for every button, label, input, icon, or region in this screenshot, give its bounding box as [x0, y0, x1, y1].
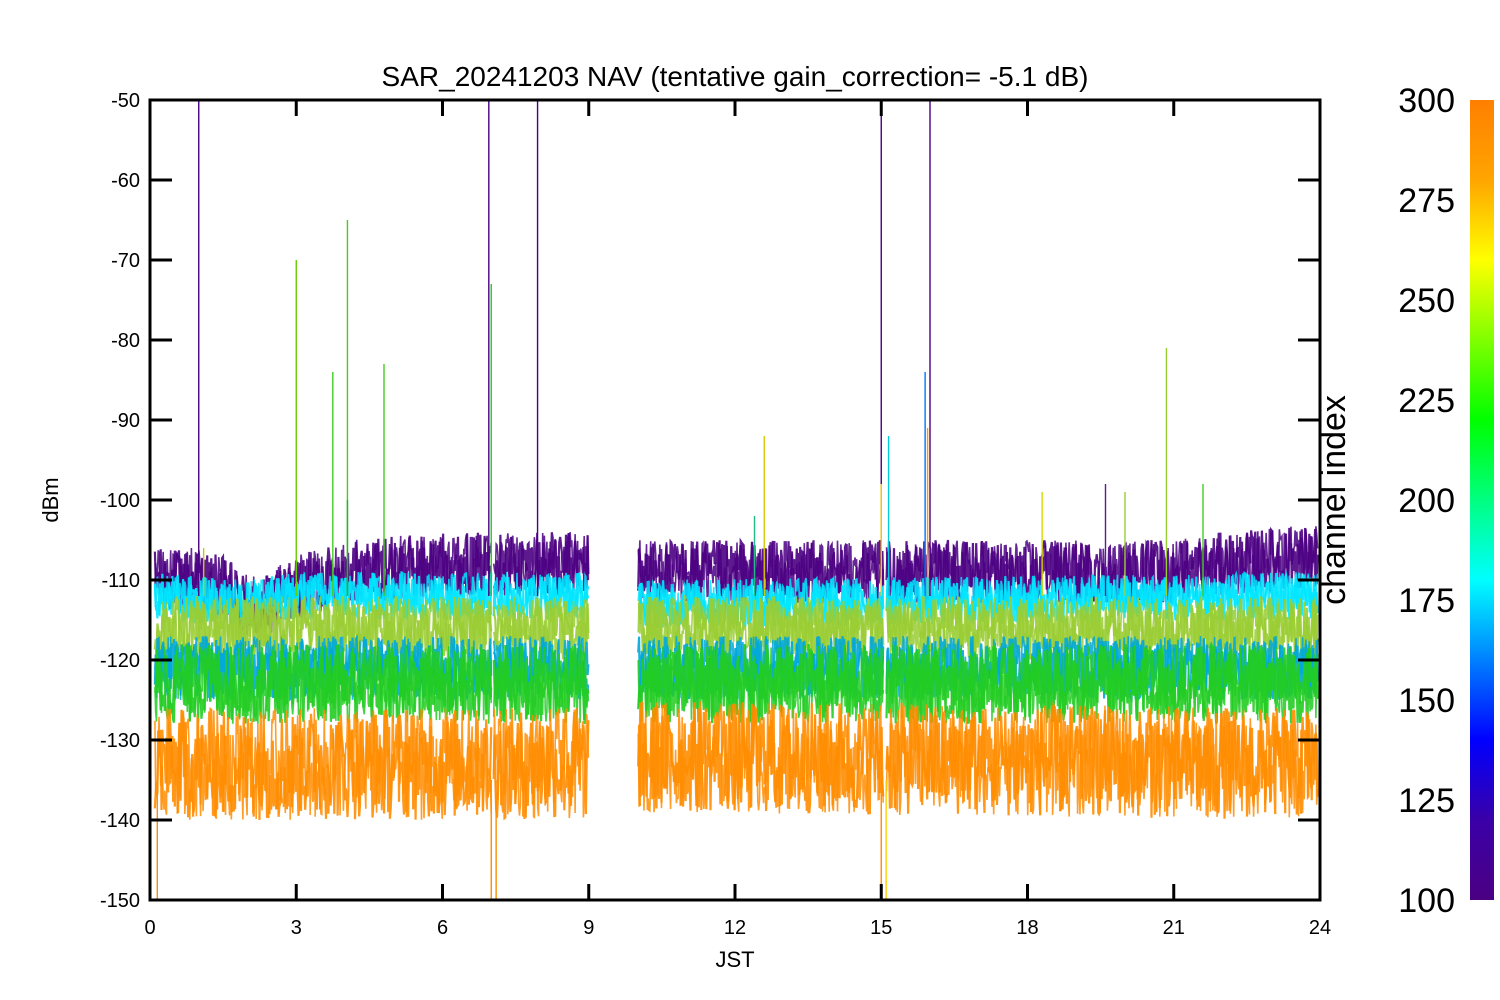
y-tick-label-4: -90	[111, 410, 140, 432]
x-tick-label-1: 3	[291, 917, 302, 939]
y-tick-label-8: -130	[100, 730, 140, 752]
x-tick-label-6: 18	[1016, 917, 1038, 939]
y-tick-label-1: -60	[111, 170, 140, 192]
colorbar-tick-label-5: 175	[1398, 582, 1455, 620]
colorbar: 300 275 250 225 200 175 150 125 100	[1398, 82, 1494, 920]
y-tick-label-2: -70	[111, 250, 140, 272]
series-line-240	[153, 595, 1319, 665]
chart-title: SAR_20241203 NAV (tentative gain_correct…	[382, 61, 1089, 92]
x-tick-label-3: 9	[583, 917, 594, 939]
x-tick-label-5: 15	[870, 917, 892, 939]
y-axis-title: dBm	[38, 477, 63, 522]
colorbar-tick-label-6: 150	[1398, 682, 1455, 720]
x-tick-label-7: 21	[1163, 917, 1185, 939]
colorbar-tick-label-8: 100	[1398, 882, 1455, 920]
y-tick-label-7: -120	[100, 650, 140, 672]
x-tick-label-0: 0	[144, 917, 155, 939]
y-tick-label-6: -110	[101, 570, 140, 592]
series-line-dense-225	[154, 643, 1319, 725]
series-line-dense-290	[154, 701, 1319, 820]
colorbar-gradient	[1470, 100, 1494, 900]
y-tick-label-10: -150	[100, 890, 140, 912]
colorbar-tick-label-4: 200	[1398, 482, 1455, 520]
colorbar-title: channel index	[1315, 395, 1353, 605]
spikes	[198, 100, 1204, 596]
axes: 0 3 6 9 12 15 18 21 24 -50 -60 -70 -80 -90 -100 -110 -12…	[100, 90, 1331, 939]
y-tick-label-5: -100	[100, 490, 140, 512]
x-tick-label-2: 6	[437, 917, 448, 939]
colorbar-tick-label-7: 125	[1398, 782, 1455, 820]
colorbar-tick-label-2: 250	[1398, 282, 1455, 320]
colorbar-tick-label-3: 225	[1398, 382, 1455, 420]
y-tick-label-0: -50	[111, 90, 140, 112]
dropouts	[156, 780, 887, 900]
colorbar-tick-label-1: 275	[1398, 182, 1455, 220]
series-225	[154, 641, 1319, 725]
x-axis-title: JST	[715, 947, 754, 972]
series-line-dense-175	[154, 570, 1319, 628]
x-tick-label-4: 12	[724, 917, 746, 939]
colorbar-tick-label-0: 300	[1398, 82, 1455, 120]
y-tick-label-9: -140	[100, 810, 140, 832]
y-tick-label-3: -80	[111, 330, 140, 352]
x-tick-label-8: 24	[1309, 917, 1331, 939]
series-290	[153, 701, 1319, 821]
plot-area	[153, 100, 1319, 900]
